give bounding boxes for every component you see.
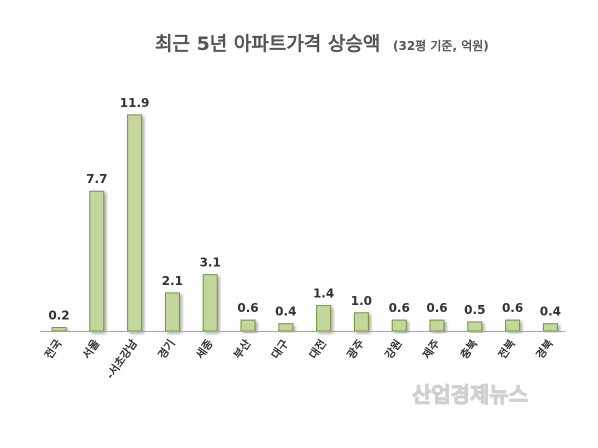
value-label-1: 7.7: [86, 172, 107, 186]
category-label-7: 대전: [306, 337, 329, 362]
value-label-6: 0.4: [275, 305, 296, 319]
value-label-2: 11.9: [120, 96, 150, 110]
category-label-2: -서초강남: [103, 337, 140, 382]
category-label-4: 세종: [193, 337, 216, 362]
value-label-0: 0.2: [48, 308, 69, 322]
category-label-0: 전국: [41, 337, 64, 362]
bar-5: [240, 319, 256, 332]
value-label-11: 0.5: [464, 303, 485, 317]
bar-1: [89, 190, 105, 332]
bar-0: [51, 326, 67, 332]
category-labels-group: 전국 서울 -서초강남 경기 세종 부산 대구 대전 광주 강원 제주 충북 전북 경북: [41, 337, 555, 382]
value-label-10: 0.6: [426, 301, 447, 315]
bar-4: [202, 274, 218, 332]
bar-13: [542, 323, 558, 332]
value-label-9: 0.6: [389, 301, 410, 315]
category-label-13: 경북: [533, 337, 556, 362]
bar-7: [316, 305, 332, 332]
bar-3: [164, 292, 180, 332]
bar-6: [278, 323, 294, 332]
category-label-6: 대구: [268, 337, 291, 362]
bar-10: [429, 319, 445, 332]
chart-subtitle: (32평 기준, 억원): [393, 38, 489, 53]
value-label-3: 2.1: [162, 274, 183, 288]
category-label-3: 경기: [155, 337, 178, 362]
category-label-1: 서울: [79, 337, 102, 362]
category-label-10: 제주: [419, 337, 442, 362]
value-labels-group: 0.2 7.7 11.9 2.1 3.1 0.6 0.4 1.4 1.0 0.6 0.6 0.5 0.6…: [48, 96, 561, 322]
category-label-9: 강원: [382, 337, 405, 362]
watermark: 산업경제뉴스: [412, 383, 528, 407]
category-label-12: 전북: [495, 337, 518, 362]
value-label-4: 3.1: [200, 256, 221, 270]
category-label-5: 부산: [230, 337, 253, 362]
bar-9: [391, 319, 407, 332]
bar-11: [467, 321, 483, 332]
category-label-8: 광주: [345, 337, 367, 361]
category-label-11: 충북: [457, 337, 480, 362]
bars-group: [51, 114, 558, 332]
value-label-7: 1.4: [313, 287, 334, 301]
value-label-13: 0.4: [540, 305, 561, 319]
bar-2: [127, 114, 143, 332]
value-label-12: 0.6: [502, 301, 523, 315]
chart-title: 최근 5년 아파트가격 상승액 (32평 기준, 억원): [155, 33, 489, 55]
chart-title-main: 최근 5년 아파트가격 상승액: [155, 33, 380, 55]
value-label-5: 0.6: [237, 301, 258, 315]
bar-8: [353, 312, 369, 332]
bar-12: [505, 319, 521, 332]
value-label-8: 1.0: [351, 294, 372, 308]
